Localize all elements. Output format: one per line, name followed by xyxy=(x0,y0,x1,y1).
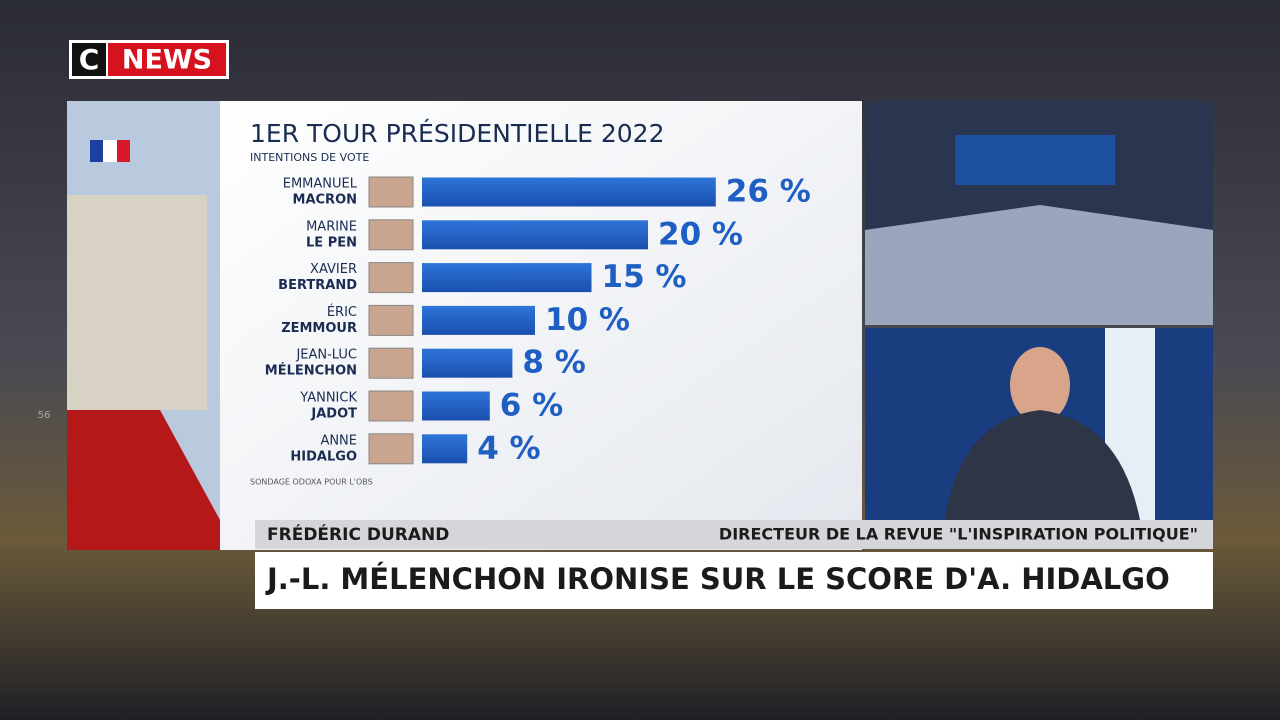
flag-blue xyxy=(90,140,103,162)
bar xyxy=(422,263,592,293)
candidate-photo xyxy=(368,347,414,379)
candidate-first-name: JEAN-LUC xyxy=(295,348,357,363)
candidate-last-name: BERTRAND xyxy=(278,278,357,293)
candidate-last-name: HIDALGO xyxy=(290,449,357,464)
candidate-first-name: MARINE xyxy=(306,219,357,234)
candidate-photo xyxy=(368,433,414,465)
value-label: 6 % xyxy=(500,388,563,424)
candidate-photo xyxy=(368,176,414,208)
flag-red xyxy=(117,140,130,162)
headline: J.-L. MÉLENCHON IRONISE SUR LE SCORE D'A… xyxy=(265,562,1170,596)
candidate-last-name: JADOT xyxy=(310,407,357,422)
bar xyxy=(422,434,468,464)
bar xyxy=(422,220,648,250)
chart-panel xyxy=(220,101,862,550)
logo-news-box xyxy=(108,43,226,76)
value-label: 26 % xyxy=(726,174,811,210)
value-label: 10 % xyxy=(545,302,630,338)
guest-title: DIRECTEUR DE LA REVUE "L'INSPIRATION POL… xyxy=(719,525,1198,544)
candidate-first-name: ÉRIC xyxy=(327,304,357,320)
logo-c-box xyxy=(72,43,106,76)
candidate-last-name: LE PEN xyxy=(306,235,357,250)
candidate-last-name: MÉLENCHON xyxy=(265,363,357,379)
candidate-photo xyxy=(368,219,414,251)
bar xyxy=(422,391,490,421)
bar xyxy=(422,348,513,378)
candidate-last-name: MACRON xyxy=(293,193,357,208)
value-label: 20 % xyxy=(658,216,743,252)
candidate-first-name: EMMANUEL xyxy=(283,177,358,192)
candidate-first-name: XAVIER xyxy=(310,262,357,277)
guest-bar xyxy=(255,520,1213,549)
logo-news: NEWS xyxy=(122,45,212,76)
chart-title: 1ER TOUR PRÉSIDENTIELLE 2022 xyxy=(250,119,664,148)
candidate-last-name: ZEMMOUR xyxy=(281,321,357,336)
candidate-photo xyxy=(368,262,414,294)
chart-subtitle: INTENTIONS DE VOTE xyxy=(250,151,369,164)
chart-source: SONDAGE ODOXA POUR L'OBS xyxy=(250,478,373,487)
candidate-photo xyxy=(368,390,414,422)
guest-head xyxy=(1010,347,1070,423)
logo-c: C xyxy=(79,43,100,76)
candidate-first-name: YANNICK xyxy=(299,391,357,406)
candidate-photo xyxy=(368,304,414,336)
side-number: 56 xyxy=(38,410,51,421)
candidate-first-name: ANNE xyxy=(320,433,357,448)
value-label: 15 % xyxy=(602,259,687,295)
bar xyxy=(422,177,716,207)
headline-bar xyxy=(255,552,1213,609)
palace-facade xyxy=(67,195,207,410)
studio-floor xyxy=(865,205,1213,325)
value-label: 8 % xyxy=(522,345,585,381)
value-label: 4 % xyxy=(477,430,540,466)
bar xyxy=(422,305,535,335)
guest-name: FRÉDÉRIC DURAND xyxy=(267,523,449,545)
studio-screen xyxy=(955,135,1115,185)
guest-body xyxy=(945,410,1140,520)
red-carpet xyxy=(67,410,220,550)
